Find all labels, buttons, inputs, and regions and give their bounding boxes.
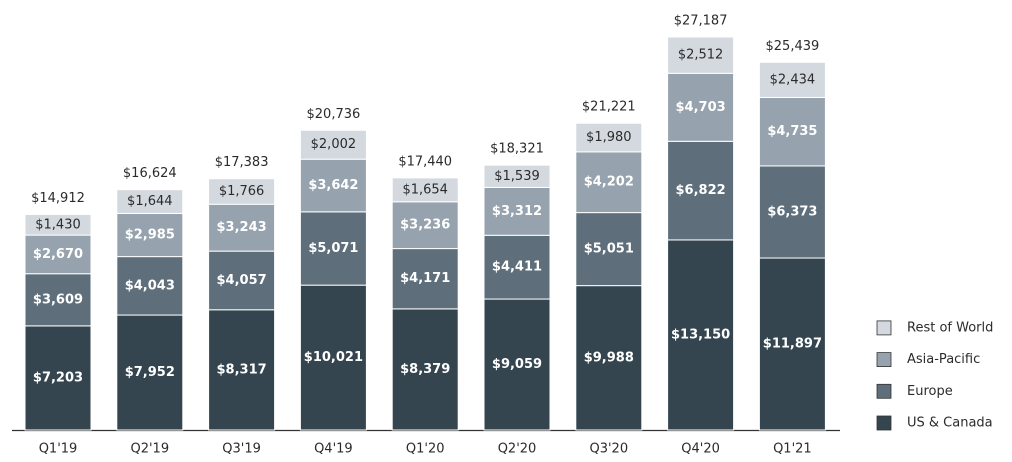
value-label: $1,654 [402,182,448,197]
bar-segment [24,325,92,431]
value-label: $4,171 [400,271,450,286]
value-label: $3,243 [217,220,267,235]
value-label: $2,985 [125,228,175,243]
bar-segment [575,122,643,153]
legend-label: Rest of World [907,320,993,335]
legend-swatch [876,352,892,368]
value-label: $4,735 [767,124,817,139]
bar-segment [208,309,276,431]
legend-label: Europe [907,384,953,399]
bar-segment [575,151,643,214]
value-label: $5,071 [308,241,358,256]
bar-segment [758,96,826,167]
bar-segment [758,165,826,259]
bar-segment [299,284,367,431]
bar-segment [667,140,735,241]
bar-segment [758,61,826,98]
bar-segment [116,189,184,214]
value-label: $1,980 [586,130,632,145]
bar-segment [116,212,184,258]
total-label: $25,439 [766,39,820,54]
total-label: $14,912 [31,191,85,206]
total-label: $17,440 [398,154,452,169]
value-label: $13,150 [671,327,730,342]
bar-segment [299,129,367,160]
value-label: $2,434 [770,72,816,87]
total-label: $18,321 [490,142,544,157]
bar-segment [208,178,276,205]
bar-segment [116,314,184,431]
legend-label: US & Canada [907,416,993,431]
x-tick-label: Q4'20 [681,442,720,457]
value-label: $6,373 [767,204,817,219]
bar-segment [299,211,367,286]
value-label: $6,822 [676,183,726,198]
bar-segment [391,308,459,431]
bar-segment [483,164,551,188]
value-label: $4,411 [492,260,542,275]
bar-segment [667,36,735,74]
bar-segment [575,285,643,431]
bar-segment [391,177,459,203]
value-label: $4,057 [217,273,267,288]
bar-segment [667,239,735,431]
value-label: $10,021 [304,350,363,365]
x-tick-label: Q2'19 [130,442,169,457]
legend-swatch [876,383,892,399]
bar-segment [24,273,92,327]
bar-segment [24,213,92,236]
value-label: $1,430 [35,217,81,232]
value-label: $1,539 [494,169,540,184]
value-label: $8,317 [217,362,267,377]
legend-label: Asia-Pacific [907,352,980,367]
total-label: $27,187 [674,14,728,29]
value-label: $3,609 [33,292,83,307]
value-label: $3,236 [400,218,450,233]
bar-segment [758,257,826,431]
x-tick-label: Q4'19 [314,442,353,457]
legend-swatch [876,415,892,431]
value-label: $2,670 [33,247,83,262]
x-tick-label: Q1'20 [406,442,445,457]
x-tick-label: Q3'20 [589,442,628,457]
value-label: $4,043 [125,278,175,293]
bar-segment [299,158,367,213]
value-label: $1,644 [127,194,173,209]
bar-segment [483,186,551,236]
x-tick-label: Q1'21 [773,442,812,457]
total-label: $16,624 [123,166,177,181]
value-label: $3,312 [492,204,542,219]
bar-segment [208,250,276,311]
value-label: $7,952 [125,365,175,380]
legend-swatch [876,320,892,336]
total-label: $17,383 [215,155,269,170]
total-label: $21,221 [582,100,636,115]
value-label: $2,002 [311,137,357,152]
bar-segment [208,203,276,252]
value-label: $3,642 [308,178,358,193]
x-tick-label: Q2'20 [498,442,537,457]
value-label: $1,766 [219,184,265,199]
value-label: $5,051 [584,242,634,257]
value-label: $4,202 [584,175,634,190]
bar-segment [575,212,643,287]
value-label: $9,988 [584,350,634,365]
x-tick-label: Q3'19 [222,442,261,457]
value-label: $7,203 [33,370,83,385]
bar-segment [116,256,184,316]
value-label: $11,897 [763,337,822,352]
value-label: $2,512 [678,48,724,63]
value-label: $9,059 [492,357,542,372]
value-label: $4,703 [676,100,726,115]
bar-segment [391,201,459,250]
bar-segment [391,248,459,310]
total-label: $20,736 [307,107,361,122]
value-label: $8,379 [400,362,450,377]
x-tick-label: Q1'19 [39,442,78,457]
bar-segment [667,72,735,142]
